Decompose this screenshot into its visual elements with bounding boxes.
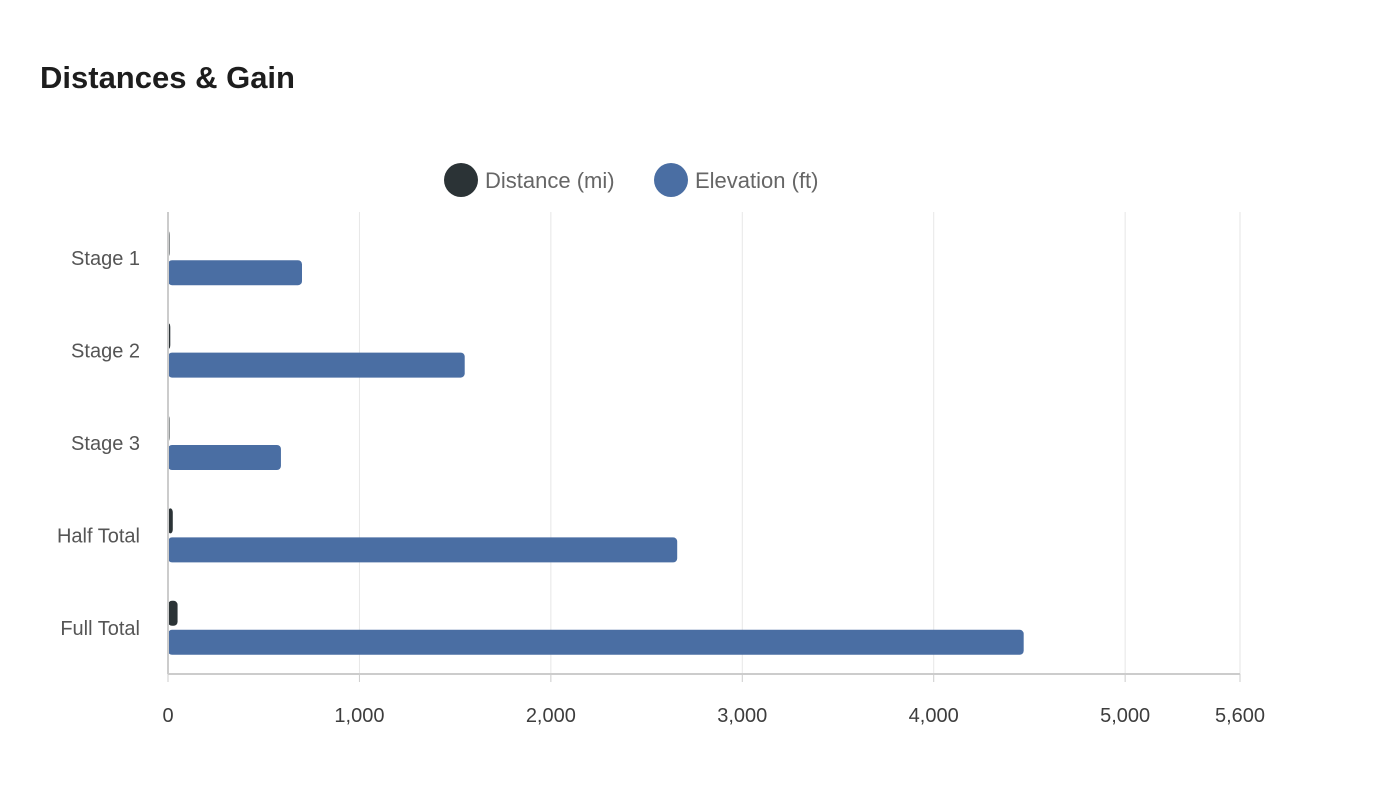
x-tick-label: 0 — [162, 705, 173, 727]
x-tick-label: 3,000 — [717, 705, 767, 727]
grid-lines — [167, 212, 1241, 674]
legend-label[interactable]: Elevation (ft) — [695, 168, 819, 193]
legend: Distance (mi) Elevation (ft) — [444, 163, 819, 197]
category-label: Stage 3 — [71, 433, 140, 455]
category-label: Stage 1 — [71, 248, 140, 270]
legend-label[interactable]: Distance (mi) — [485, 168, 615, 193]
legend-marker — [444, 163, 478, 197]
axes — [167, 212, 1240, 675]
bar-elevation[interactable] — [168, 352, 465, 378]
bar-distance[interactable] — [168, 508, 173, 534]
bars — [168, 231, 1024, 655]
category-label: Half Total — [57, 525, 140, 547]
bar-distance[interactable] — [168, 600, 178, 626]
x-tick-label: 2,000 — [526, 705, 576, 727]
x-tick-labels: 0 1,000 2,000 3,000 4,000 5,000 5,600 — [162, 674, 1265, 727]
bar-elevation[interactable] — [168, 537, 678, 563]
x-tick-label: 5,000 — [1100, 705, 1150, 727]
category-label: Full Total — [60, 618, 140, 640]
category-labels: Stage 1 Stage 2 Stage 3 Half Total Full Tota… — [57, 248, 140, 640]
chart-title: Distances & Gain — [40, 60, 295, 95]
bar-elevation[interactable] — [168, 629, 1024, 655]
x-tick-label: 1,000 — [334, 705, 384, 727]
bar-elevation[interactable] — [168, 445, 281, 470]
x-tick-label: 5,600 — [1215, 705, 1265, 727]
legend-marker — [654, 163, 688, 197]
bar-elevation[interactable] — [168, 260, 302, 286]
x-tick-label: 4,000 — [909, 705, 959, 727]
category-label: Stage 2 — [71, 341, 140, 363]
